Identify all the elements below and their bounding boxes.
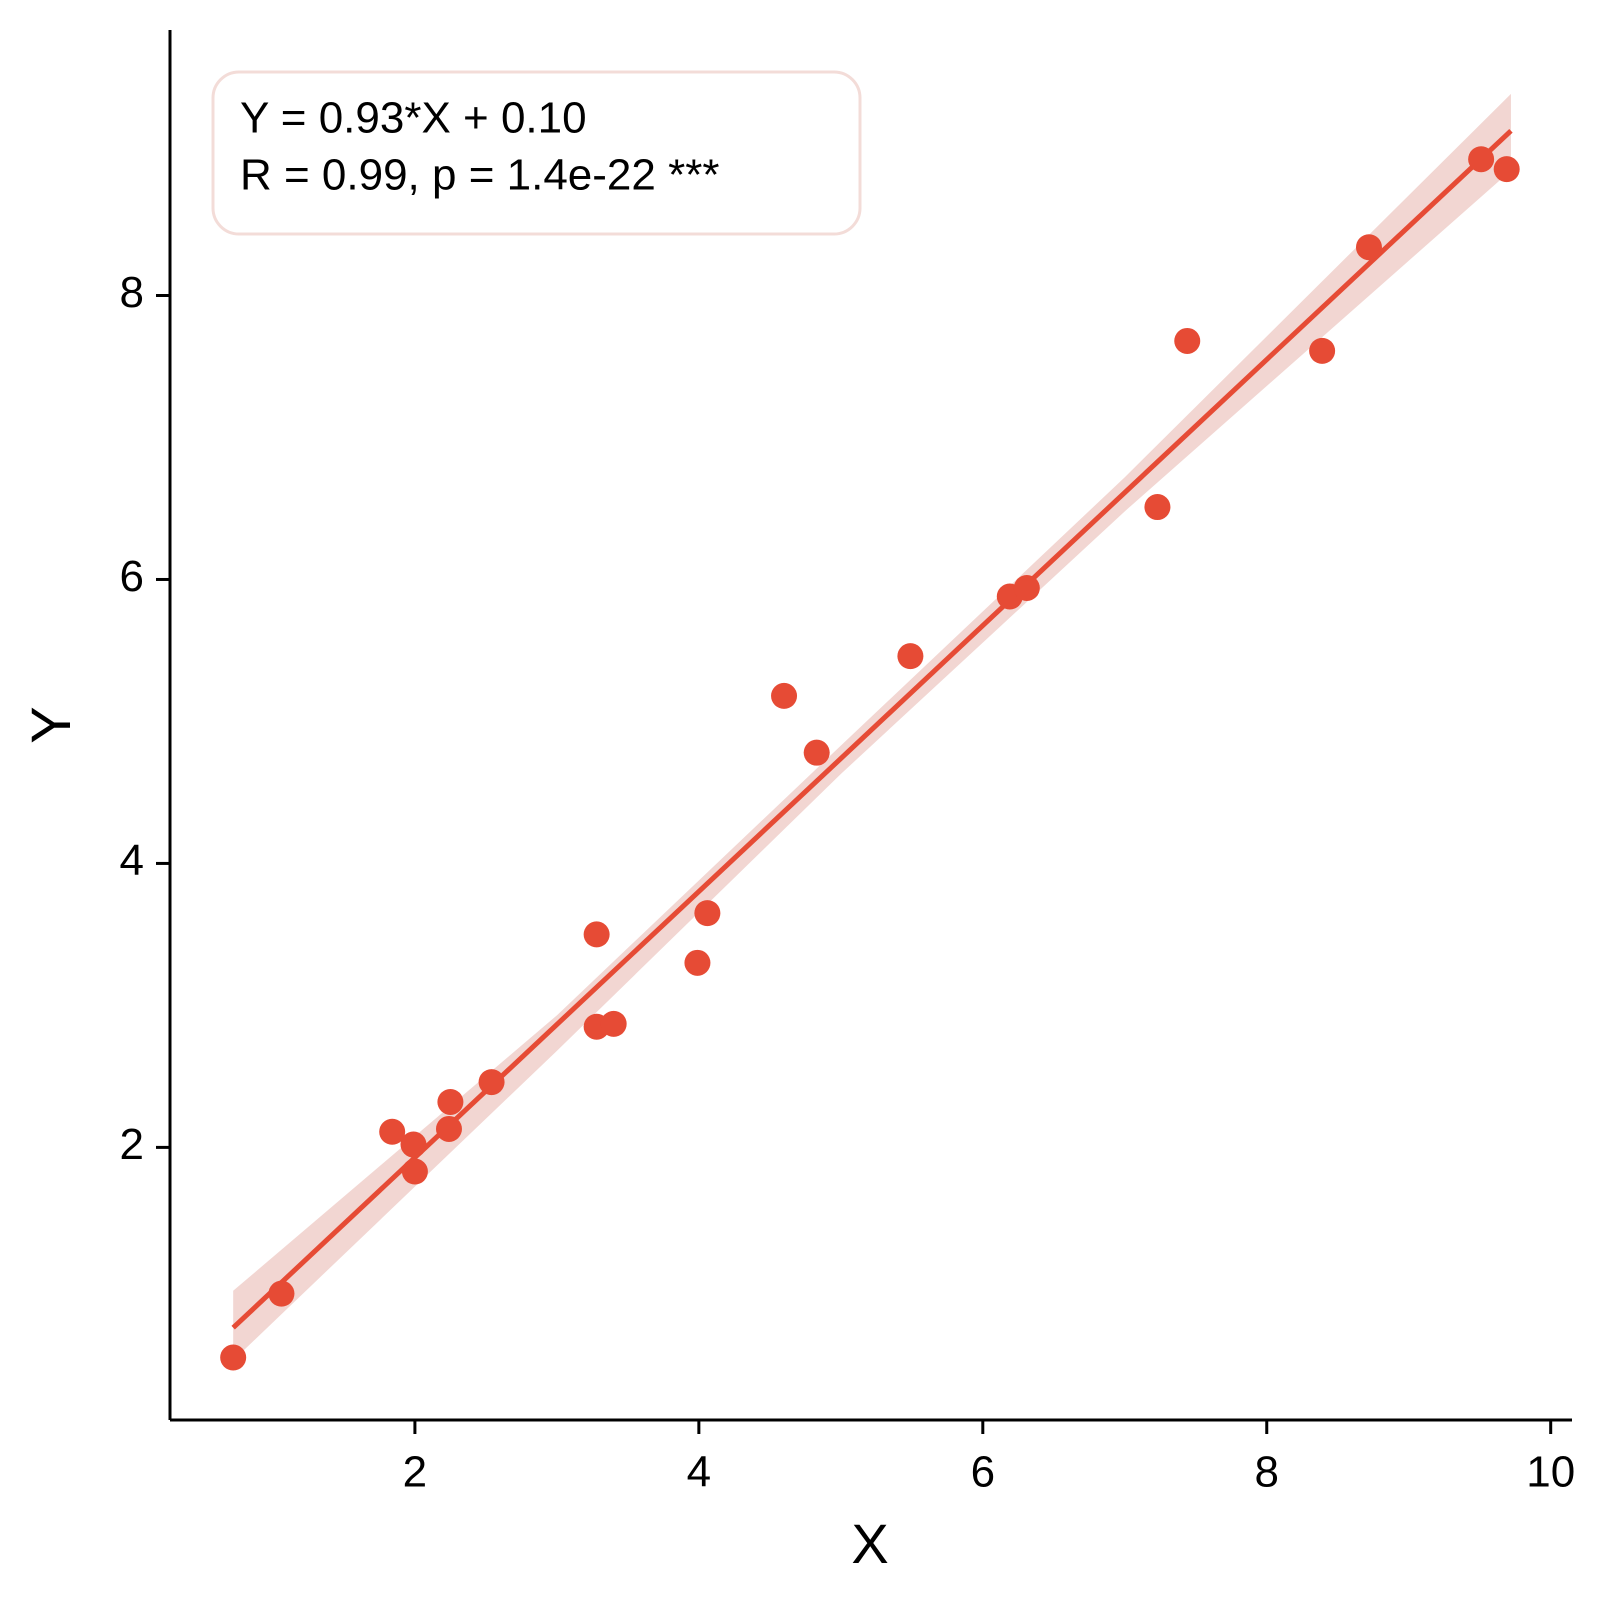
point: [437, 1088, 464, 1115]
annotation-line: R = 0.99, p = 1.4e-22 ***: [240, 151, 719, 200]
point: [684, 949, 711, 976]
point: [478, 1069, 505, 1096]
point: [600, 1010, 627, 1037]
point: [1493, 156, 1520, 183]
x-axis-label: X: [851, 1512, 888, 1575]
point: [897, 643, 924, 670]
point: [583, 921, 610, 948]
point: [268, 1280, 295, 1307]
point: [1355, 234, 1382, 261]
point: [400, 1131, 427, 1158]
point: [694, 900, 721, 927]
point: [401, 1158, 428, 1185]
y-tick-label: 6: [120, 552, 144, 601]
y-axis-label: Y: [19, 706, 82, 743]
x-tick-label: 2: [403, 1448, 427, 1497]
x-tick-label: 10: [1526, 1448, 1575, 1497]
point: [220, 1344, 247, 1371]
annotation-line: Y = 0.93*X + 0.10: [240, 94, 587, 143]
x-tick-label: 8: [1255, 1448, 1279, 1497]
y-tick-label: 4: [120, 836, 144, 885]
annotation-box: [211, 70, 862, 236]
point: [1013, 574, 1040, 601]
point: [1309, 337, 1336, 364]
x-tick-label: 4: [687, 1448, 711, 1497]
point: [435, 1115, 462, 1142]
point: [803, 739, 830, 766]
point: [379, 1118, 406, 1145]
point: [1468, 146, 1495, 173]
x-tick-label: 6: [971, 1448, 995, 1497]
point: [1174, 327, 1201, 354]
point: [771, 682, 798, 709]
y-tick-label: 2: [120, 1120, 144, 1169]
point: [1144, 494, 1171, 521]
y-tick-label: 8: [120, 268, 144, 317]
